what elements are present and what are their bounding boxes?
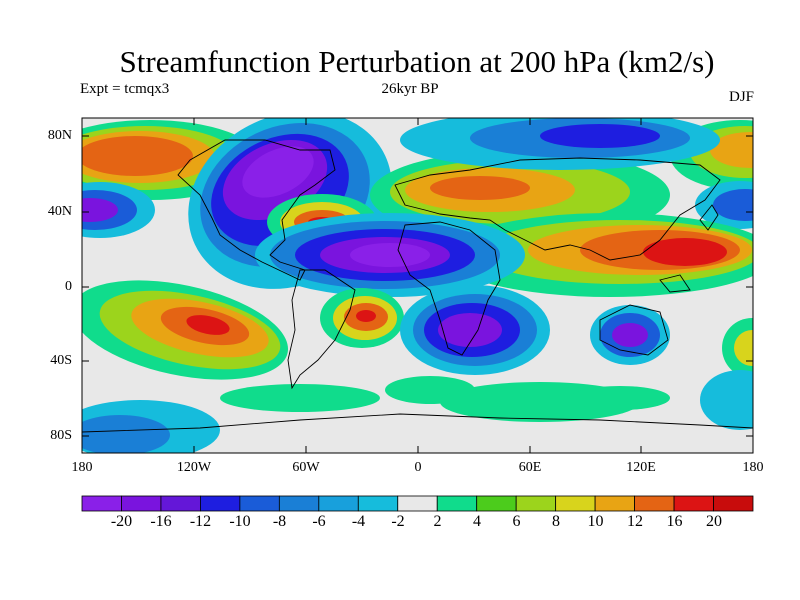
y-tick-label: 80S	[50, 428, 72, 443]
x-tick-label: 180	[742, 460, 764, 475]
colorbar-swatch	[594, 495, 635, 512]
axis-ticks	[82, 118, 753, 453]
colorbar-label: -12	[189, 513, 212, 530]
colorbar-swatch	[397, 495, 438, 512]
colorbar-label: 2	[433, 513, 442, 530]
negative-australia	[590, 305, 670, 365]
y-tick-label: 40N	[47, 204, 72, 219]
colorbar-label: -20	[110, 513, 133, 530]
y-tick-label: 40S	[50, 353, 72, 368]
positive-south-pacific	[82, 280, 289, 380]
x-tick-label: 0	[414, 460, 422, 475]
colorbar-swatch	[476, 495, 517, 512]
chart-title: Streamfunction Perturbation at 200 hPa (…	[119, 44, 715, 79]
colorbar-swatch	[436, 495, 478, 512]
colorbar-swatch	[318, 495, 359, 512]
season-label: DJF	[728, 89, 754, 105]
colorbar-swatch	[200, 495, 241, 512]
colorbar-label: 10	[587, 513, 604, 530]
contour-field	[82, 118, 753, 453]
positive-south-east-edge	[722, 318, 753, 378]
experiment-label: Expt = tcmqx3	[80, 81, 170, 97]
x-tick-label: 120E	[626, 460, 656, 475]
negative-tropical-atlantic	[255, 213, 525, 297]
y-tick-label: 0	[65, 279, 72, 294]
colorbar-swatch	[634, 495, 675, 512]
colorbar-label: -16	[150, 513, 172, 530]
colorbar-swatch	[673, 495, 714, 512]
x-tick-label: 60E	[518, 460, 542, 475]
colorbar-swatch	[239, 495, 280, 512]
colorbar-label: 4	[473, 513, 481, 530]
colorbar-swatch	[121, 495, 162, 512]
colorbar-swatch	[278, 495, 320, 512]
colorbar-swatch	[81, 495, 122, 512]
colorbar-label: -10	[229, 513, 251, 530]
colorbar-swatch	[357, 495, 399, 512]
colorbar-swatch	[515, 495, 557, 512]
colorbar-label: 8	[552, 513, 560, 530]
colorbar-swatch	[555, 495, 596, 512]
colorbar-label: -2	[391, 513, 405, 530]
negative-lobe-west-pacific	[82, 182, 155, 238]
colorbar-label: -6	[312, 513, 326, 530]
x-tick-label: 180	[71, 460, 93, 475]
negative-arctic-eurasia	[400, 118, 720, 170]
positive-south-atlantic	[320, 288, 404, 348]
coastlines	[82, 139, 753, 433]
colorbar-swatch	[160, 495, 201, 512]
colorbar-label: -8	[272, 513, 287, 530]
colorbar-swatch	[713, 495, 754, 512]
colorbar-label: 16	[666, 513, 683, 530]
colorbar-label: 12	[627, 513, 643, 530]
period-label: 26kyr BP	[381, 81, 439, 97]
x-tick-label: 120W	[176, 460, 212, 475]
y-tick-label: 80N	[47, 128, 72, 143]
negative-southern-africa	[400, 285, 550, 375]
colorbar-label: 6	[512, 513, 521, 530]
negative-lobe-east-edge	[695, 181, 753, 229]
colorbar-label: 20	[706, 513, 722, 530]
x-tick-label: 60W	[292, 460, 320, 475]
colorbar	[81, 495, 754, 512]
colorbar-label: -4	[351, 513, 366, 530]
southern-ocean-belts	[82, 370, 753, 453]
